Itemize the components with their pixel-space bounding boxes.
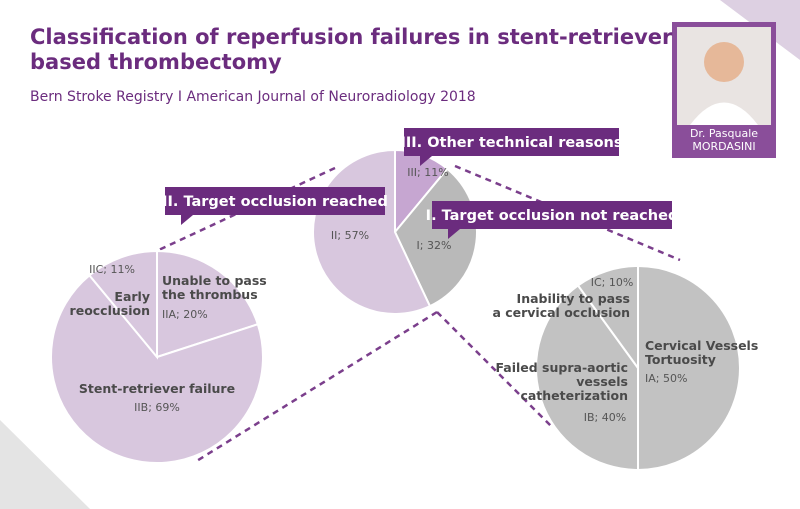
- callout-label: III. Other technical reasons: [400, 135, 622, 151]
- value-label: IA; 50%: [645, 372, 687, 385]
- category-label: Unable to pass the thrombus: [162, 273, 267, 302]
- value-label: III; 11%: [407, 166, 448, 179]
- callout-label: I. Target occlusion not reached: [426, 208, 679, 224]
- callout-label: II. Target occlusion reached: [162, 194, 388, 210]
- pie-slice: [576, 264, 639, 372]
- portrait-caption: Dr. Pasquale MORDASINI: [690, 127, 758, 153]
- portrait-photo: [704, 42, 744, 82]
- pie-slice: [637, 264, 741, 472]
- pie-slice: [156, 249, 260, 359]
- pie-slice: [50, 273, 264, 464]
- value-label: IIC; 11%: [89, 263, 135, 276]
- category-label: Inability to pass a cervical occlusion: [492, 291, 630, 320]
- value-label: I; 32%: [417, 239, 452, 252]
- callout-box: [432, 201, 672, 229]
- value-label: IIB; 69%: [134, 401, 180, 414]
- value-label: II; 57%: [331, 229, 369, 242]
- value-label: IIA; 20%: [162, 308, 208, 321]
- corner-deco: [0, 420, 90, 509]
- callout-pointer: [420, 156, 432, 166]
- category-label: Early reocclusion: [70, 289, 150, 318]
- subtitle: Bern Stroke Registry I American Journal …: [30, 89, 476, 105]
- pie-slice: [88, 249, 158, 360]
- category-label: Cervical Vessels Tortuosity: [645, 338, 758, 367]
- callout-box: [165, 187, 385, 215]
- value-label: IC; 10%: [591, 276, 634, 289]
- callout-box: [404, 128, 619, 156]
- value-label: IB; 40%: [584, 411, 626, 424]
- portrait-photo: [690, 102, 758, 125]
- title: Classification of reperfusion failures i…: [30, 25, 673, 74]
- category-label: Stent-retriever failure: [79, 381, 235, 396]
- callout-pointer: [448, 229, 460, 239]
- category-label: Failed supra-aortic vessels catheterizatio…: [495, 360, 628, 403]
- pie-slice: [535, 284, 639, 472]
- callout-pointer: [181, 215, 193, 225]
